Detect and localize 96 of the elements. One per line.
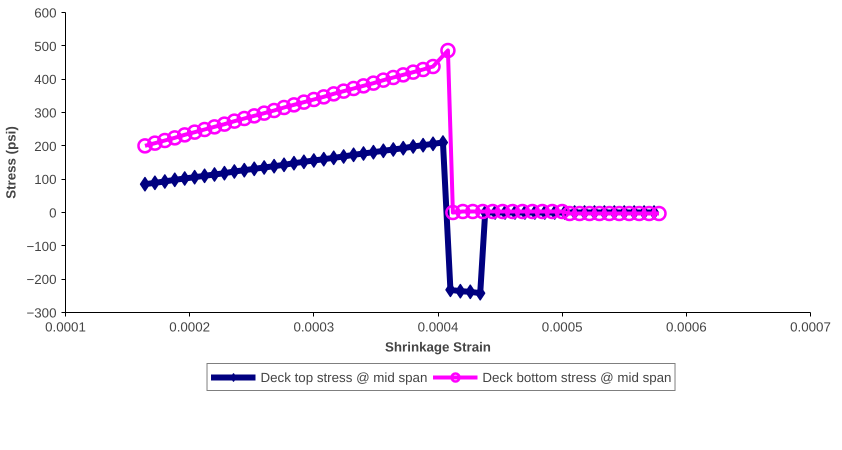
point — [256, 105, 272, 121]
point — [651, 206, 667, 222]
point — [216, 116, 232, 132]
point — [147, 135, 163, 151]
point — [494, 204, 510, 220]
y-tick-label: 400 — [34, 72, 57, 88]
point — [386, 70, 402, 86]
legend-label: Deck bottom stress @ mid span — [482, 370, 672, 384]
y-tick-label: 500 — [34, 38, 57, 54]
point — [167, 130, 183, 146]
legend-label: Deck top stress @ mid span — [260, 370, 428, 384]
point — [308, 153, 319, 168]
point — [378, 143, 389, 158]
y-tick-label: 100 — [34, 172, 57, 188]
point — [268, 158, 280, 174]
point — [286, 97, 302, 113]
point — [160, 174, 170, 189]
point — [415, 62, 431, 78]
x-tick-label: 0.0003 — [293, 320, 334, 334]
point — [346, 80, 362, 96]
point — [455, 204, 471, 220]
point — [445, 204, 461, 220]
point — [428, 136, 438, 152]
point — [366, 75, 382, 91]
point — [388, 142, 398, 157]
point — [554, 204, 570, 220]
point — [326, 86, 342, 102]
point — [189, 170, 200, 185]
x-tick-label: 0.0002 — [169, 320, 210, 334]
point — [425, 58, 441, 74]
x-tick-label: 0.0004 — [418, 320, 459, 334]
point — [631, 206, 647, 222]
point — [376, 72, 392, 88]
point — [137, 138, 153, 154]
point — [209, 167, 220, 182]
point — [246, 108, 262, 124]
point — [229, 164, 240, 179]
y-tick-label: 0 — [49, 206, 57, 220]
x-tick-label: 0.0007 — [790, 320, 831, 334]
point — [418, 138, 428, 153]
point — [621, 206, 637, 222]
y-tick-label: 600 — [34, 6, 57, 20]
point — [298, 154, 310, 170]
point — [408, 139, 418, 154]
point — [266, 102, 282, 118]
x-tick-label: 0.0001 — [45, 320, 86, 334]
point — [504, 204, 520, 220]
point — [199, 168, 210, 184]
x-tick-label: 0.0006 — [666, 320, 707, 334]
point — [236, 110, 252, 126]
point — [150, 175, 160, 190]
x-tick-label: 0.0005 — [542, 320, 583, 334]
point — [157, 132, 173, 148]
point — [219, 166, 230, 181]
point — [465, 204, 481, 220]
point — [259, 160, 270, 175]
point — [641, 206, 657, 222]
point — [474, 204, 490, 220]
y-tick-label: 300 — [34, 106, 57, 120]
point — [440, 42, 456, 58]
point — [514, 204, 530, 220]
x-axis-title: Shrinkage Strain — [385, 340, 491, 354]
point — [612, 206, 628, 222]
point — [395, 67, 411, 83]
point — [278, 157, 290, 172]
point — [544, 204, 560, 220]
point — [356, 78, 372, 94]
point — [455, 284, 466, 299]
point — [336, 83, 352, 99]
point — [484, 204, 500, 220]
y-tick-label: 200 — [34, 138, 57, 154]
point — [180, 171, 190, 186]
point — [572, 206, 588, 222]
point — [524, 204, 540, 220]
y-tick-label: −300 — [26, 306, 57, 320]
point — [405, 64, 421, 80]
point — [306, 92, 322, 108]
y-tick-label: −200 — [26, 272, 57, 288]
point — [316, 89, 332, 105]
y-tick-label: −100 — [26, 238, 57, 254]
point — [276, 100, 292, 116]
point — [368, 144, 379, 160]
point — [226, 113, 242, 129]
point — [206, 119, 222, 135]
point — [358, 146, 369, 161]
point — [288, 156, 300, 171]
point — [296, 94, 312, 110]
y-axis-title: Stress (psi) — [3, 126, 18, 199]
point — [562, 206, 578, 222]
point — [196, 122, 212, 138]
point — [176, 127, 192, 143]
point — [140, 176, 150, 192]
point — [186, 124, 202, 140]
point — [534, 204, 550, 220]
point — [338, 149, 349, 164]
point — [348, 147, 359, 162]
